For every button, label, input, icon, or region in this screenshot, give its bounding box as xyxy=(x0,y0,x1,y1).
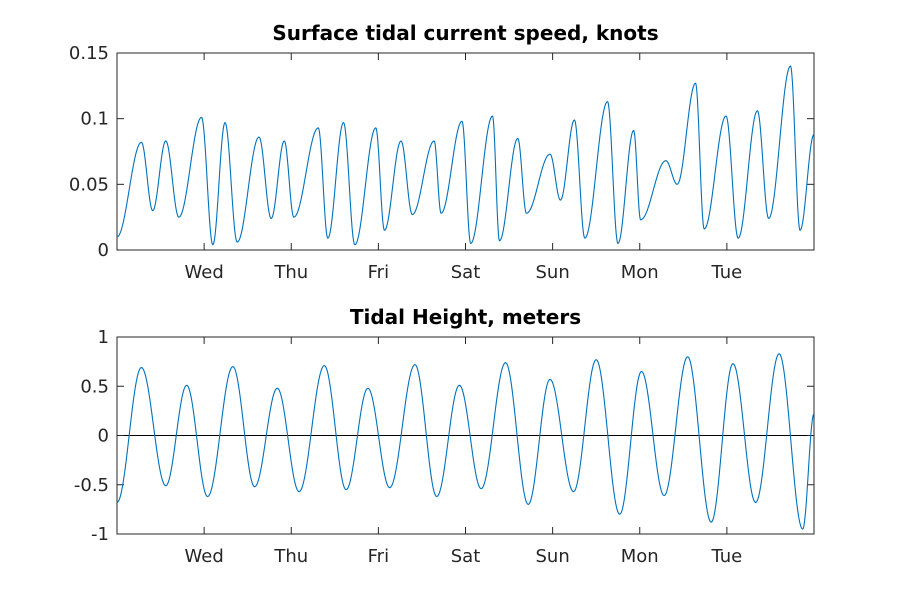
tidal-height-ytick-label: 0 xyxy=(98,426,109,447)
current-speed-xtick-label: Mon xyxy=(621,262,659,283)
current-speed-xtick-label: Wed xyxy=(185,262,224,283)
tidal-height-ytick-label: 0.5 xyxy=(80,376,109,397)
tidal-height-series-line xyxy=(116,353,815,530)
tidal-height-ytick-label: 1 xyxy=(98,327,109,348)
current-speed-ytick-label: 0.05 xyxy=(69,174,109,195)
tidal-height-panel: Tidal Height, meters -1 -0.5 0 0.5 1 Wed Thu Fri… xyxy=(74,305,815,567)
current-speed-title: Surface tidal current speed, knots xyxy=(272,21,658,45)
tidal-height-ytick-label: -1 xyxy=(91,524,109,545)
tidal-height-xtick-label: Sun xyxy=(536,546,570,567)
current-speed-ytick-label: 0.15 xyxy=(69,43,109,64)
current-speed-xtick-label: Tue xyxy=(711,262,743,283)
current-speed-xtick-label: Fri xyxy=(368,262,389,283)
current-speed-ytick-label: 0.1 xyxy=(80,109,109,130)
current-speed-xtick-label: Sat xyxy=(451,262,481,283)
current-speed-xtick-label: Thu xyxy=(273,262,308,283)
tidal-height-title: Tidal Height, meters xyxy=(350,305,581,329)
current-speed-xtick-label: Sun xyxy=(536,262,570,283)
current-speed-panel: Surface tidal current speed, knots 0 0.05 0… xyxy=(69,21,815,283)
tidal-height-xtick-label: Mon xyxy=(621,546,659,567)
tidal-height-xtick-label: Wed xyxy=(185,546,224,567)
tidal-height-xtick-label: Thu xyxy=(273,546,308,567)
current-speed-ytick-label: 0 xyxy=(98,240,109,261)
current-speed-series-line xyxy=(116,65,815,246)
tidal-height-xtick-label: Fri xyxy=(368,546,389,567)
tidal-height-xtick-label: Sat xyxy=(451,546,481,567)
tidal-height-xtick-label: Tue xyxy=(711,546,743,567)
tidal-height-ytick-label: -0.5 xyxy=(74,475,109,496)
